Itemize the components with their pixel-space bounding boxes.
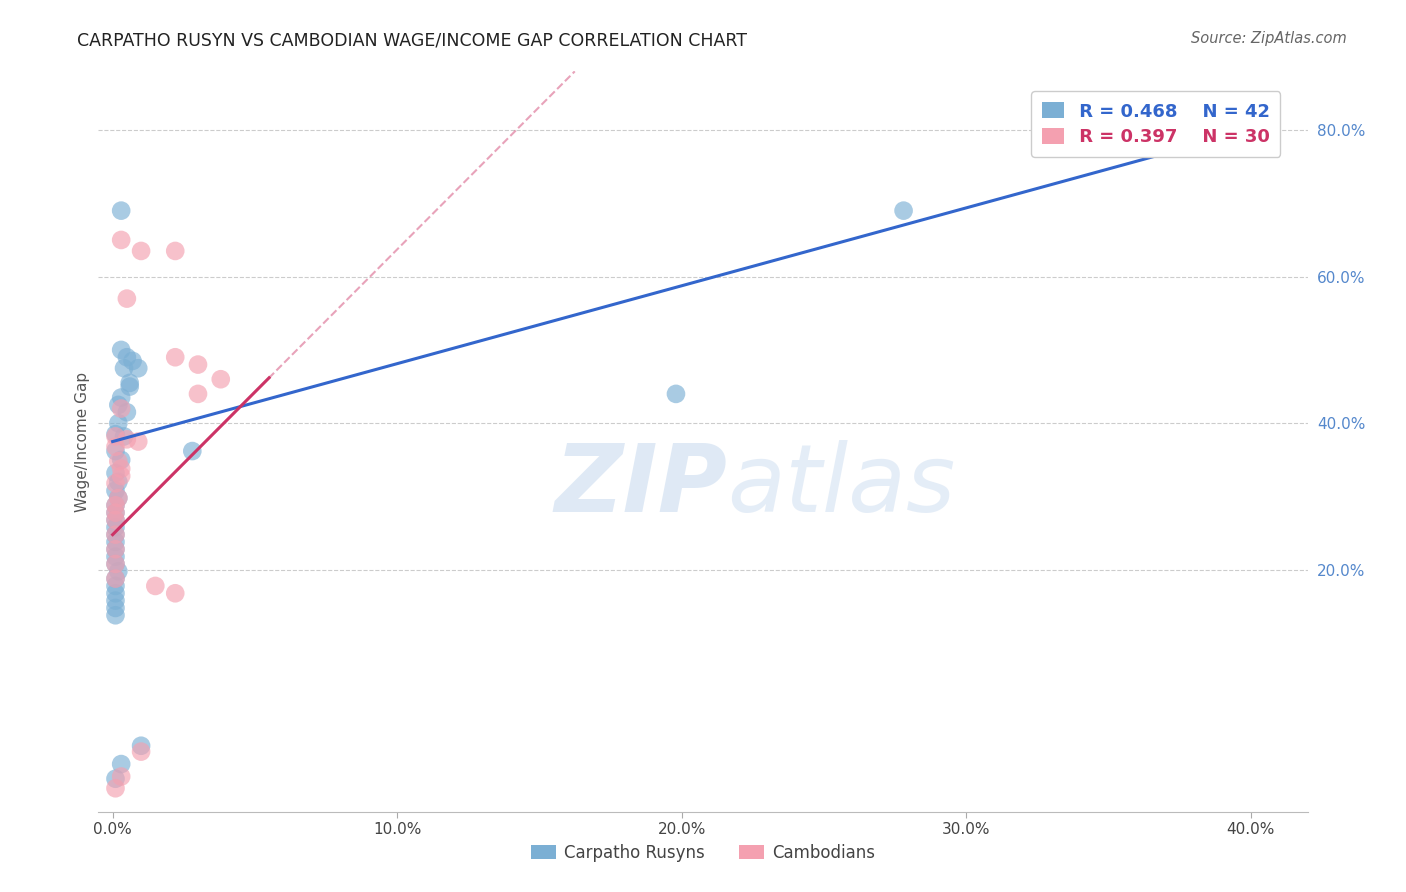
Point <box>165 244 187 258</box>
Point <box>110 401 132 416</box>
Point <box>107 475 129 489</box>
Text: CARPATHO RUSYN VS CAMBODIAN WAGE/INCOME GAP CORRELATION CHART: CARPATHO RUSYN VS CAMBODIAN WAGE/INCOME … <box>77 31 748 49</box>
Text: ZIP: ZIP <box>554 440 727 532</box>
Point <box>104 513 127 527</box>
Point <box>104 772 127 786</box>
Point <box>115 433 138 447</box>
Point <box>112 361 135 376</box>
Point <box>104 601 127 615</box>
Point <box>104 542 127 557</box>
Point <box>104 579 127 593</box>
Point <box>104 483 127 498</box>
Point <box>121 354 143 368</box>
Point <box>104 549 127 564</box>
Point <box>110 757 132 772</box>
Point <box>104 572 127 586</box>
Point <box>104 527 127 541</box>
Point <box>104 429 127 443</box>
Point <box>107 491 129 505</box>
Point <box>104 476 127 491</box>
Point <box>104 586 127 600</box>
Point <box>107 416 129 430</box>
Point <box>118 376 141 390</box>
Point <box>107 491 129 505</box>
Point <box>112 429 135 443</box>
Text: Source: ZipAtlas.com: Source: ZipAtlas.com <box>1191 31 1347 46</box>
Point <box>104 506 127 520</box>
Point <box>127 361 149 376</box>
Point <box>129 745 152 759</box>
Point <box>104 527 127 541</box>
Point <box>104 593 127 607</box>
Point <box>110 343 132 357</box>
Point <box>187 387 209 401</box>
Point <box>110 203 132 218</box>
Point <box>104 513 127 527</box>
Point <box>104 557 127 571</box>
Point <box>104 506 127 520</box>
Point <box>115 350 138 364</box>
Point <box>165 350 187 364</box>
Point <box>104 466 127 480</box>
Point <box>104 781 127 796</box>
Y-axis label: Wage/Income Gap: Wage/Income Gap <box>75 371 90 512</box>
Point <box>104 535 127 549</box>
Point <box>129 739 152 753</box>
Point <box>893 203 915 218</box>
Point <box>107 454 129 468</box>
Point <box>181 444 204 458</box>
Point <box>104 440 127 454</box>
Point <box>665 387 688 401</box>
Point <box>127 434 149 449</box>
Point <box>129 244 152 258</box>
Point <box>104 608 127 623</box>
Point <box>104 498 127 512</box>
Point <box>115 405 138 419</box>
Point <box>115 292 138 306</box>
Point <box>107 398 129 412</box>
Point <box>165 586 187 600</box>
Point <box>104 542 127 557</box>
Point <box>104 520 127 534</box>
Point <box>110 391 132 405</box>
Point <box>187 358 209 372</box>
Point <box>104 498 127 512</box>
Point <box>118 379 141 393</box>
Point <box>104 444 127 458</box>
Point <box>104 572 127 586</box>
Point <box>209 372 232 386</box>
Point <box>110 461 132 475</box>
Point <box>104 427 127 442</box>
Point <box>143 579 166 593</box>
Point <box>107 564 129 578</box>
Point <box>104 557 127 571</box>
Point <box>110 770 132 784</box>
Point <box>110 233 132 247</box>
Point <box>110 469 132 483</box>
Point <box>110 453 132 467</box>
Legend: Carpatho Rusyns, Cambodians: Carpatho Rusyns, Cambodians <box>523 835 883 870</box>
Text: atlas: atlas <box>727 441 956 532</box>
